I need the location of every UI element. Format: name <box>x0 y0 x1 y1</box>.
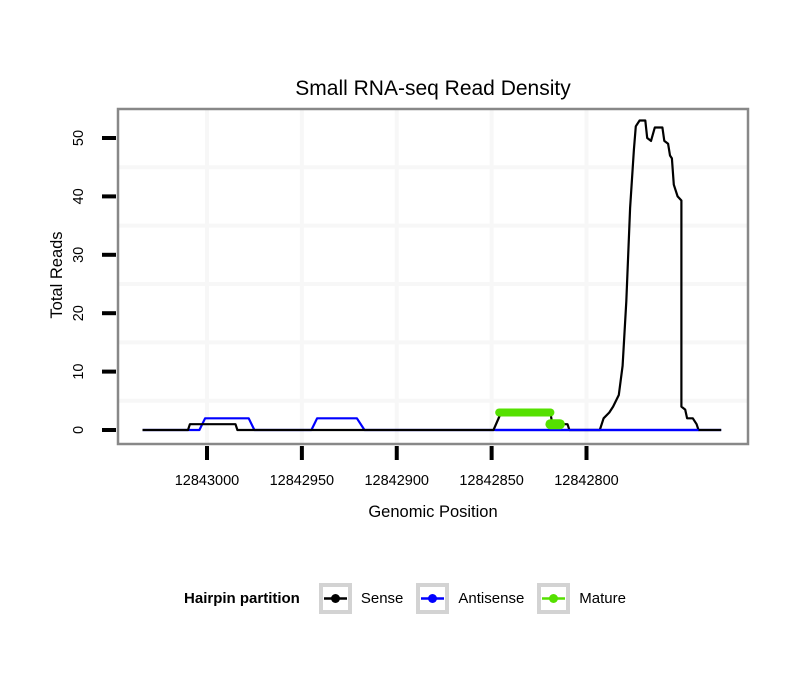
x-axis-title: Genomic Position <box>368 503 497 521</box>
legend-label-mature: Mature <box>579 589 626 607</box>
gridlines <box>119 110 747 443</box>
x-tick-label: 12842800 <box>554 473 619 489</box>
read-density-chart: 12843000 12842950 12842900 12842850 12842800… <box>48 77 750 521</box>
y-tick-label: 0 <box>71 426 87 434</box>
legend-item-antisense: Antisense <box>416 582 525 614</box>
mature-key-icon <box>542 593 566 603</box>
legend-label-antisense: Antisense <box>458 589 525 607</box>
y-tick-label: 10 <box>71 364 87 380</box>
panel-frame <box>116 107 750 446</box>
legend-item-sense: Sense <box>318 582 404 614</box>
chart-title: Small RNA-seq Read Density <box>295 77 571 100</box>
y-tick-label: 40 <box>71 188 87 204</box>
y-tick-label: 30 <box>71 247 87 263</box>
legend-key-box-sense <box>318 582 352 614</box>
panel-border <box>116 107 750 446</box>
x-tick-label: 12842850 <box>459 473 524 489</box>
y-tick-label: 50 <box>71 130 87 146</box>
legend: Hairpin partition Sense Antisense <box>0 579 810 617</box>
x-tick-label: 12842950 <box>270 473 335 489</box>
data-series <box>142 119 722 432</box>
axis-ticks: 12843000 12842950 12842900 12842850 12842800… <box>71 130 619 489</box>
sense-key-icon <box>323 593 347 603</box>
x-tick-label: 12843000 <box>175 473 240 489</box>
x-tick-label: 12842900 <box>364 473 429 489</box>
legend-key-box-antisense <box>416 582 450 614</box>
y-axis-title: Total Reads <box>48 231 66 318</box>
legend-item-mature: Mature <box>537 582 626 614</box>
legend-key-box-mature <box>537 582 571 614</box>
legend-label-sense: Sense <box>360 589 404 607</box>
antisense-key-icon <box>421 593 445 603</box>
y-tick-label: 20 <box>71 305 87 321</box>
legend-title: Hairpin partition <box>184 589 300 607</box>
